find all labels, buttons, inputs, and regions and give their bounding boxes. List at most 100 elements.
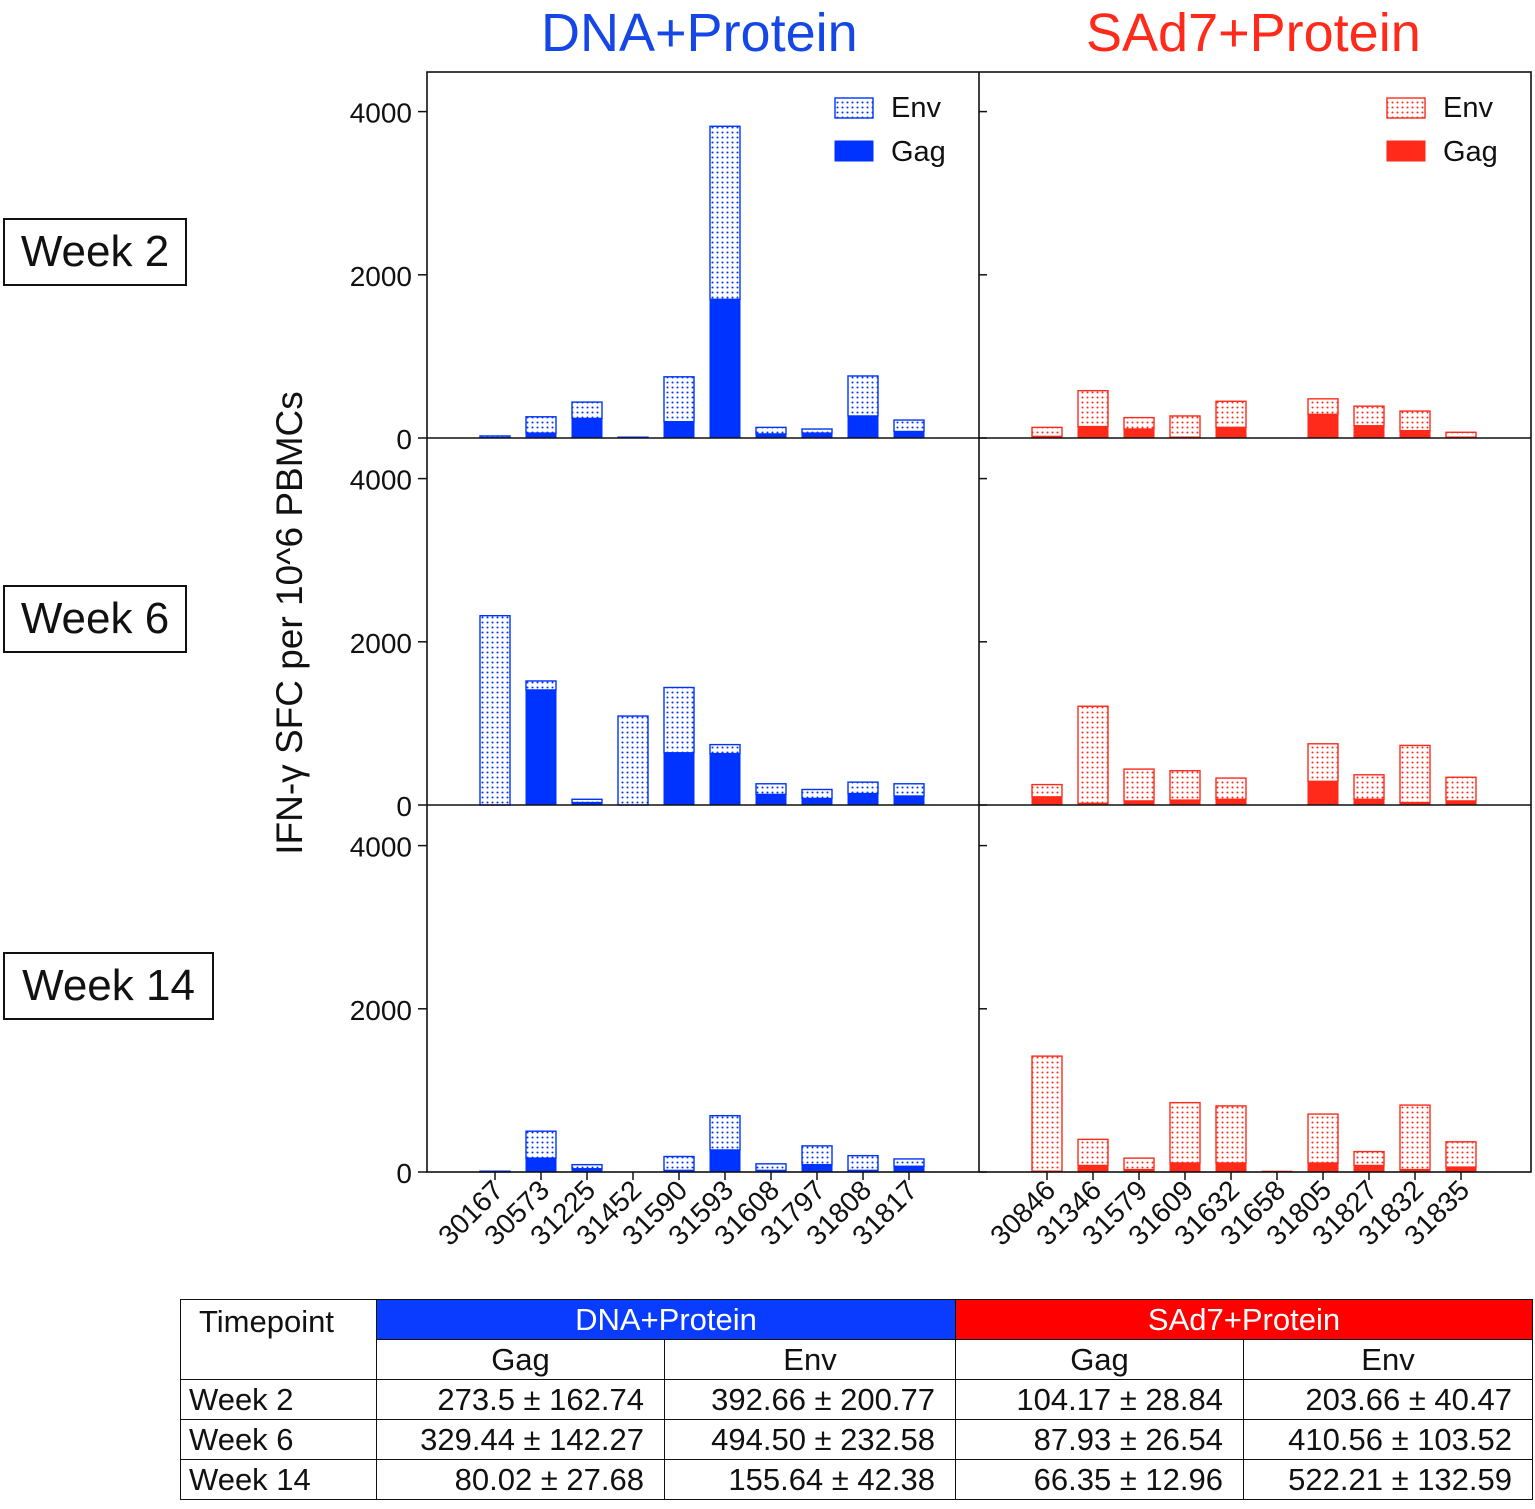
panel-title-dna: DNA+Protein bbox=[541, 3, 858, 63]
summary-row-week-6: Week 6 329.44 ± 142.27 494.50 ± 232.58 8… bbox=[180, 1419, 1534, 1460]
bar-env-31808 bbox=[847, 781, 879, 795]
bar-env-31832 bbox=[1399, 1104, 1431, 1171]
summary-subheader: Env bbox=[1242, 1339, 1534, 1380]
bar-gag-31832 bbox=[1399, 430, 1431, 439]
bar-gag-31805 bbox=[1307, 780, 1339, 806]
y-tick-label: 2000 bbox=[350, 995, 412, 1026]
summary-cell: 522.21 ± 132.59 bbox=[1242, 1459, 1534, 1500]
y-tick-label: 0 bbox=[396, 1158, 412, 1189]
bar-gag-31590 bbox=[663, 421, 695, 439]
y-tick-label: 4000 bbox=[350, 465, 412, 496]
bar-env-31346 bbox=[1077, 389, 1109, 428]
bar-env-31835 bbox=[1445, 431, 1477, 438]
bar-env-31817 bbox=[893, 1158, 925, 1167]
bar-env-31835 bbox=[1445, 776, 1477, 802]
legend-label-env: Env bbox=[1443, 92, 1493, 124]
bar-env-31609 bbox=[1169, 770, 1201, 801]
summary-timepoint: Week 2 bbox=[180, 1379, 377, 1420]
bar-gag-31827 bbox=[1353, 425, 1385, 439]
bar-env-31797 bbox=[801, 1145, 833, 1166]
bar-env-31225 bbox=[571, 1163, 603, 1170]
y-tick-label: 4000 bbox=[350, 98, 412, 129]
y-axis-label-text: IFN-γ SFC per 10^6 PBMCs bbox=[269, 391, 310, 855]
row-label-week-2: Week 2 bbox=[3, 218, 187, 286]
bar-env-31797 bbox=[801, 428, 833, 434]
legend-swatch-env bbox=[834, 97, 874, 119]
bar-gag-31632 bbox=[1215, 1162, 1247, 1173]
bar-gag-31590 bbox=[663, 752, 695, 806]
bar-gag-30573 bbox=[525, 1157, 557, 1173]
summary-cell: 203.66 ± 40.47 bbox=[1242, 1379, 1534, 1420]
y-tick-label: 2000 bbox=[350, 628, 412, 659]
bar-env-31805 bbox=[1307, 743, 1339, 783]
bar-env-31817 bbox=[893, 419, 925, 433]
summary-timepoint: Week 14 bbox=[180, 1459, 377, 1500]
stacked-bar-figure: 0200040000200040000200040003016730573312… bbox=[350, 71, 1532, 1251]
summary-cell: 410.56 ± 103.52 bbox=[1242, 1419, 1534, 1460]
bar-env-31608 bbox=[755, 426, 787, 435]
bar-env-31805 bbox=[1307, 398, 1339, 416]
bar-gag-31817 bbox=[893, 795, 925, 806]
bar-gag-31797 bbox=[801, 797, 833, 806]
bar-gag-31608 bbox=[755, 793, 787, 806]
summary-cell: 104.17 ± 28.84 bbox=[955, 1379, 1244, 1420]
bar-env-31632 bbox=[1215, 1105, 1247, 1164]
summary-cell: 87.93 ± 26.54 bbox=[955, 1419, 1244, 1460]
bar-env-30573 bbox=[525, 416, 557, 434]
bar-gag-31346 bbox=[1077, 426, 1109, 439]
summary-subheader: Gag bbox=[376, 1339, 665, 1380]
bar-env-31346 bbox=[1077, 1138, 1109, 1167]
y-tick-label: 0 bbox=[396, 424, 412, 455]
legend-swatch-env bbox=[1386, 97, 1426, 119]
y-tick-label: 0 bbox=[396, 791, 412, 822]
bar-gag-31827 bbox=[1353, 798, 1385, 806]
bar-env-31346 bbox=[1077, 705, 1109, 805]
panel-title-sad7: SAd7+Protein bbox=[1086, 3, 1421, 63]
bar-env-31579 bbox=[1123, 1157, 1155, 1171]
row-label-week-14: Week 14 bbox=[3, 952, 214, 1020]
bar-gag-31346 bbox=[1077, 1164, 1109, 1173]
bar-gag-31827 bbox=[1353, 1164, 1385, 1173]
summary-subheader-row: Gag Env Gag Env bbox=[181, 1339, 1534, 1380]
bar-env-31609 bbox=[1169, 1101, 1201, 1164]
summary-cell: 80.02 ± 27.68 bbox=[376, 1459, 665, 1500]
bar-env-30573 bbox=[525, 680, 557, 691]
summary-cell: 66.35 ± 12.96 bbox=[955, 1459, 1244, 1500]
bar-gag-31609 bbox=[1169, 1162, 1201, 1173]
bar-gag-31817 bbox=[893, 430, 925, 439]
summary-header-row: Timepoint DNA+Protein SAd7+Protein bbox=[180, 1299, 1534, 1380]
summary-cell: 155.64 ± 42.38 bbox=[664, 1459, 956, 1500]
legend-label-gag: Gag bbox=[891, 136, 946, 168]
bar-env-30167 bbox=[479, 614, 511, 806]
bar-env-31832 bbox=[1399, 744, 1431, 804]
summary-table: Timepoint DNA+Protein SAd7+Protein Gag E… bbox=[180, 1299, 1534, 1500]
summary-cell: 273.5 ± 162.74 bbox=[376, 1379, 665, 1420]
summary-cell: 494.50 ± 232.58 bbox=[664, 1419, 956, 1460]
bar-gag-31593 bbox=[709, 753, 741, 806]
bar-env-31579 bbox=[1123, 768, 1155, 802]
bar-gag-31579 bbox=[1123, 428, 1155, 439]
bar-env-31827 bbox=[1353, 774, 1385, 800]
bar-env-31805 bbox=[1307, 1113, 1339, 1164]
bar-env-31827 bbox=[1353, 1150, 1385, 1167]
bar-env-30573 bbox=[525, 1130, 557, 1159]
bar-env-31579 bbox=[1123, 416, 1155, 430]
bar-env-31590 bbox=[663, 686, 695, 754]
bar-gag-30573 bbox=[525, 689, 557, 806]
bar-gag-31808 bbox=[847, 793, 879, 806]
summary-row-week-2: Week 2 273.5 ± 162.74 392.66 ± 200.77 10… bbox=[180, 1379, 1534, 1420]
legend-label-gag: Gag bbox=[1443, 136, 1498, 168]
bar-gag-31817 bbox=[893, 1165, 925, 1173]
bar-env-31225 bbox=[571, 401, 603, 420]
bar-env-30846 bbox=[1031, 1055, 1063, 1172]
y-tick-label: 4000 bbox=[350, 832, 412, 863]
legend-label-env: Env bbox=[891, 92, 941, 124]
bar-env-31808 bbox=[847, 1154, 879, 1172]
bar-env-31827 bbox=[1353, 405, 1385, 427]
bar-gag-30846 bbox=[1031, 796, 1063, 806]
bar-env-31632 bbox=[1215, 400, 1247, 429]
bar-gag-31593 bbox=[709, 298, 741, 439]
bar-gag-31632 bbox=[1215, 426, 1247, 439]
bar-env-31593 bbox=[709, 125, 741, 300]
summary-corner: Timepoint bbox=[180, 1299, 377, 1380]
